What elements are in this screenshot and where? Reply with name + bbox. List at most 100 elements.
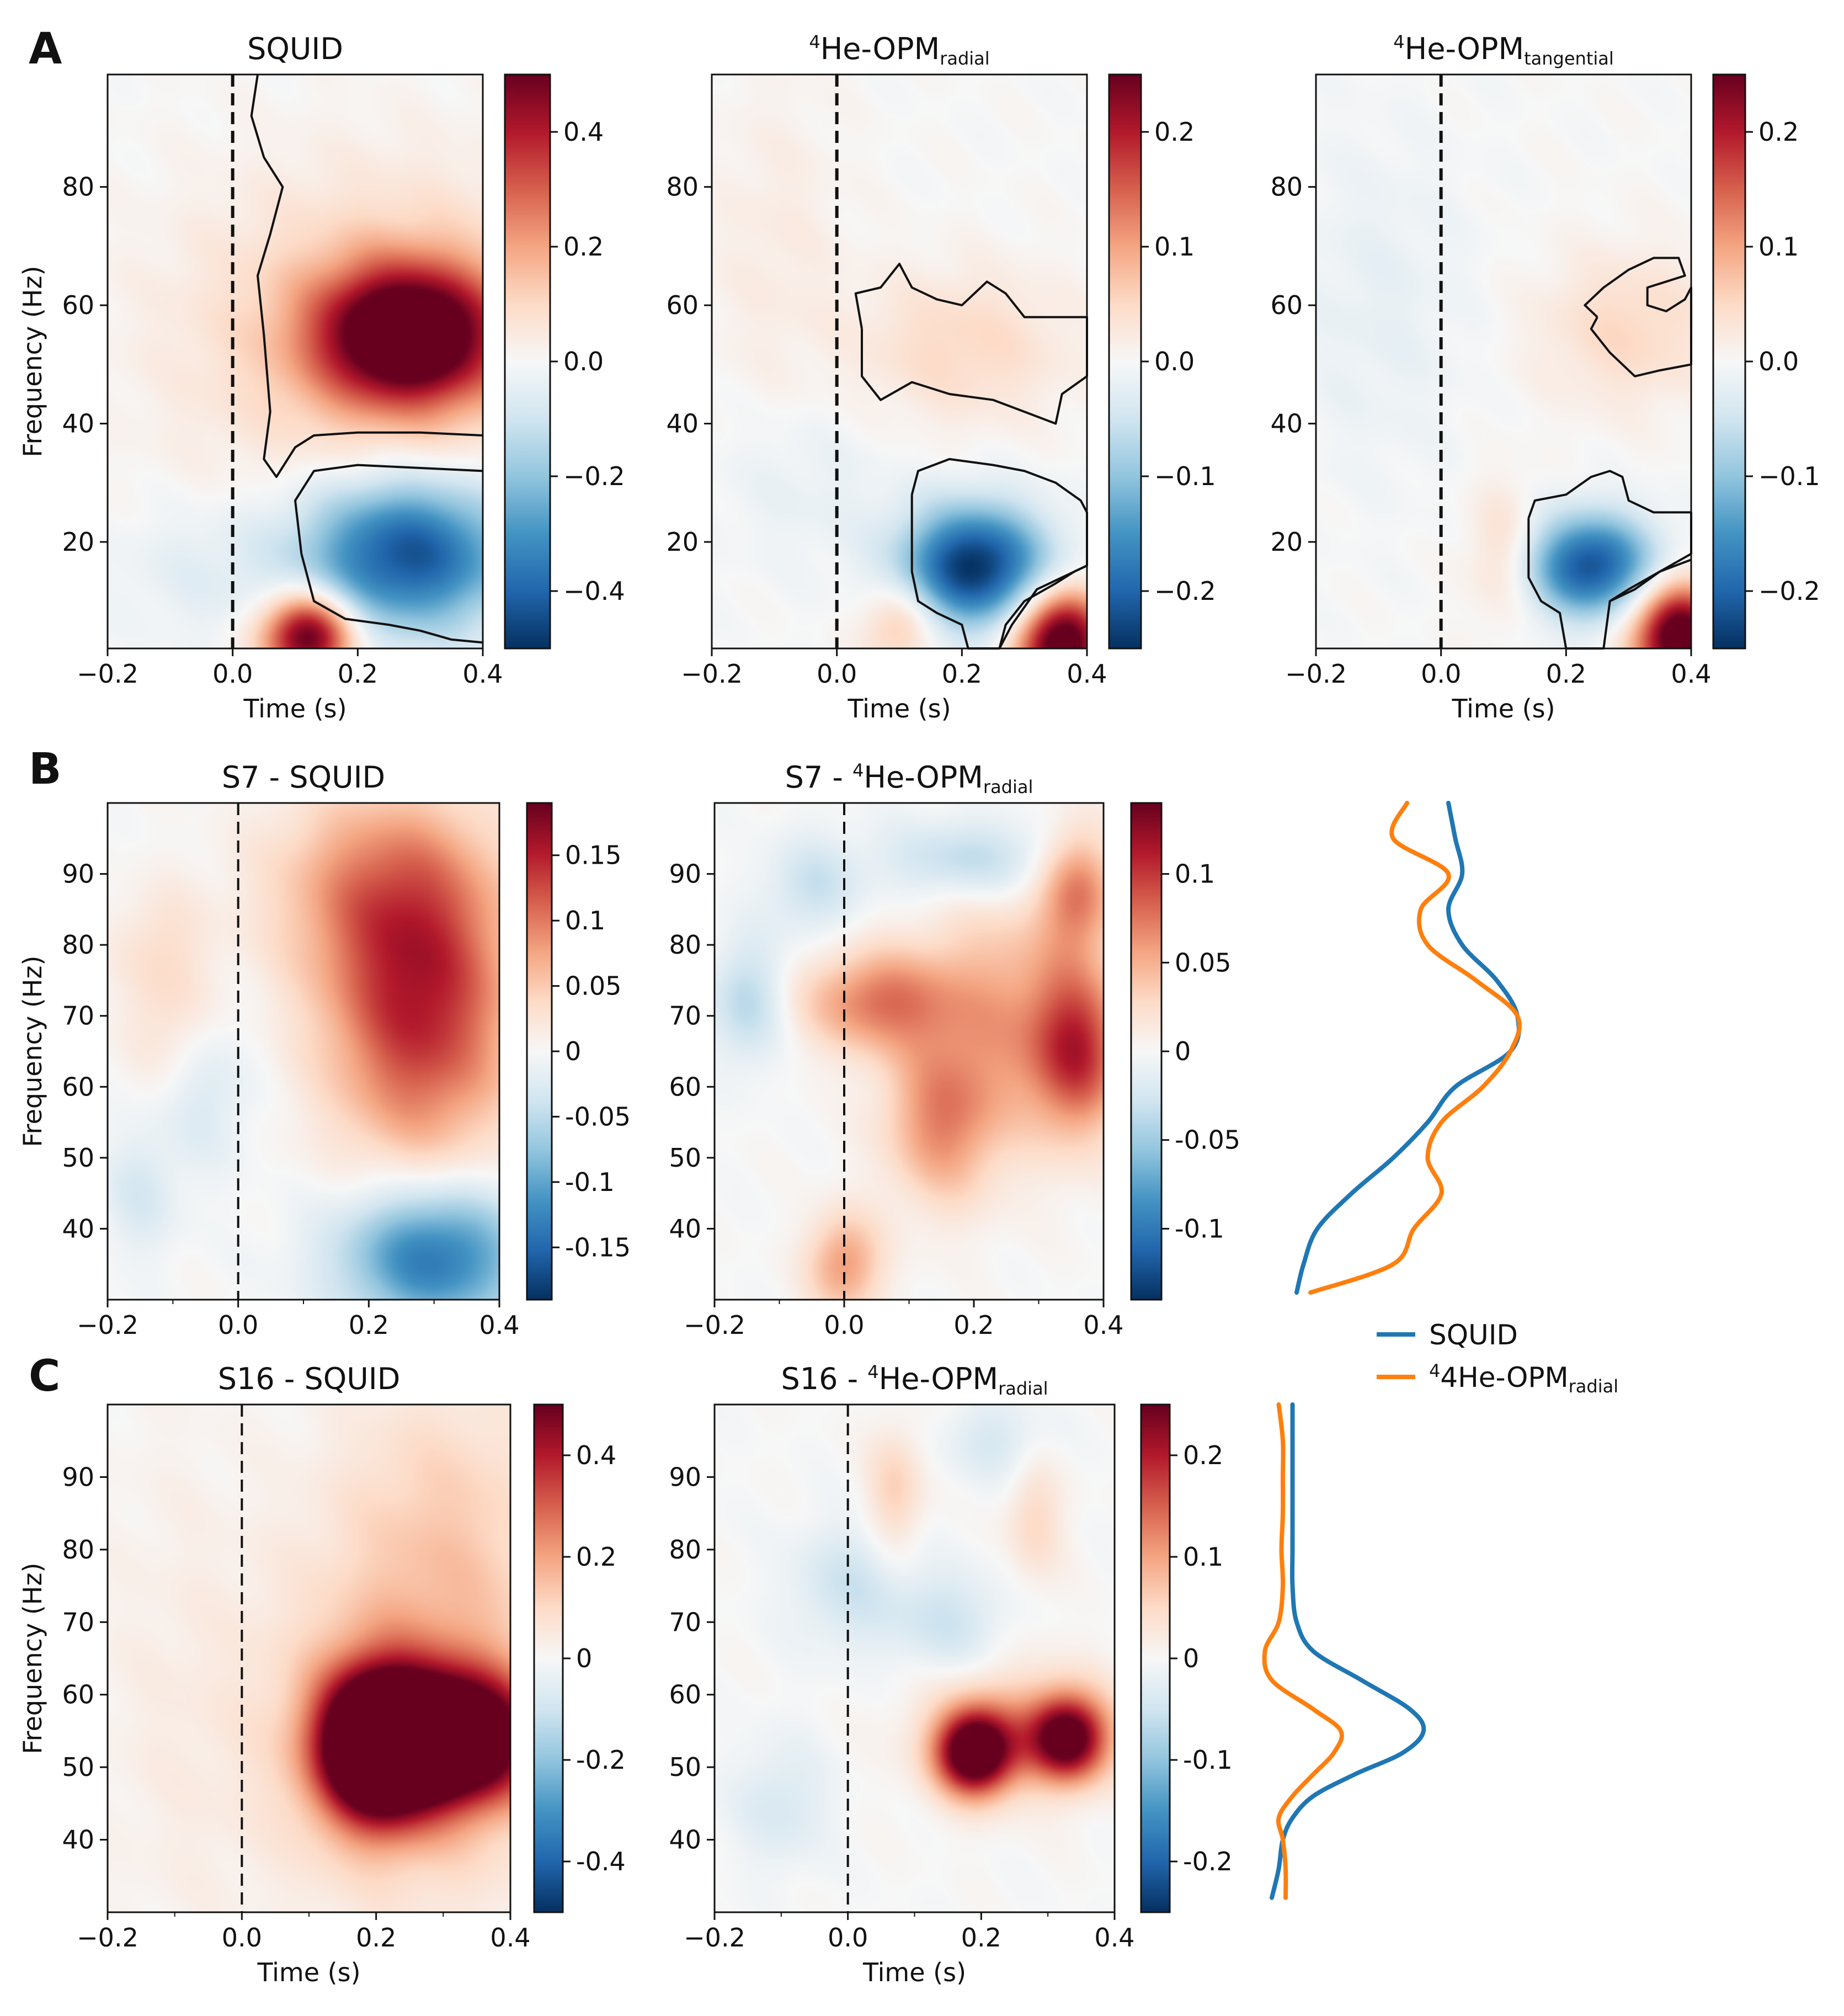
x-tick-label: 0.2 — [942, 659, 982, 689]
chart-c2: −0.2 0.0 0.2 0.4 40 50 60 70 80 90 Time (s) S16 - 4… — [669, 1361, 1232, 1987]
y-tick-label: 60 — [62, 1680, 94, 1710]
series-line-squid — [1294, 801, 1521, 1295]
chart-title: S7 - 4He-OPMradial — [785, 760, 1033, 797]
y-tick-label: 60 — [669, 1072, 701, 1102]
heatmap-image — [1316, 75, 1691, 648]
chart-title: 4He-OPMtangential — [1393, 31, 1614, 69]
heatmap-image — [108, 803, 499, 1300]
colorbar-tick-label: -0.1 — [1175, 1214, 1224, 1243]
x-tick-label: −0.2 — [681, 659, 743, 689]
colorbar-tick-label: 0.2 — [1183, 1440, 1223, 1470]
y-tick-label: 50 — [669, 1752, 701, 1782]
x-tick-label: 0.0 — [817, 659, 857, 689]
significance-contour — [1609, 558, 1692, 602]
panel-letter-b: B — [29, 744, 61, 794]
colorbar-tick-label: 0.1 — [1154, 232, 1195, 262]
x-axis-label: Time (s) — [847, 694, 951, 724]
x-tick-label: 0.2 — [338, 659, 378, 689]
y-tick-label: 90 — [62, 1462, 94, 1492]
y-tick-label: 50 — [669, 1143, 701, 1173]
x-tick-label: 0.2 — [961, 1923, 1001, 1953]
x-tick-label: 0.4 — [1083, 1310, 1123, 1340]
colorbar-tick-label: 0.0 — [1758, 347, 1799, 376]
series-line-squid — [1270, 1402, 1426, 1900]
colorbar-tick-label: -0.1 — [565, 1167, 615, 1197]
x-axis-label: Time (s) — [257, 1958, 360, 1987]
x-tick-label: 0.0 — [1421, 659, 1461, 689]
colorbar — [1108, 73, 1142, 650]
colorbar-tick-label: -0.1 — [1183, 1745, 1233, 1775]
panel-letter-c: C — [29, 1352, 60, 1401]
y-tick-label: 70 — [669, 1001, 701, 1031]
y-tick-label: 80 — [62, 1535, 94, 1565]
colorbar-tick-label: −0.1 — [1154, 461, 1216, 491]
x-tick-label: −0.2 — [77, 1923, 138, 1953]
colorbar-tick-label: 0.2 — [576, 1542, 616, 1572]
chart-title: S16 - SQUID — [218, 1361, 401, 1396]
chart-title: S16 - 4He-OPMradial — [781, 1361, 1048, 1399]
y-tick-label: 40 — [669, 1214, 701, 1243]
colorbar — [526, 802, 553, 1301]
y-tick-label: 80 — [669, 930, 701, 960]
chart-a3: −0.2 0.0 0.2 0.4 20 40 60 80 Time (s) 4He-OPMtang… — [1270, 31, 1820, 724]
x-tick-label: 0.4 — [1094, 1923, 1134, 1953]
plot-frame — [1315, 73, 1692, 650]
colorbar-tick-label: -0.2 — [1183, 1847, 1233, 1876]
y-axis-label: Frequency (Hz) — [18, 1563, 47, 1754]
panel-letter-a: A — [29, 24, 62, 74]
colorbar — [1130, 802, 1163, 1301]
chart-b2: −0.2 0.0 0.2 0.4 40 50 60 70 80 90 S7 - 4He-OPMrad… — [669, 760, 1240, 1340]
x-tick-label: 0.0 — [218, 1310, 258, 1340]
y-tick-label: 40 — [62, 1825, 94, 1855]
colorbar-tick-label: 0 — [576, 1643, 592, 1673]
x-tick-label: 0.0 — [212, 659, 253, 689]
colorbar-tick-label: 0.1 — [1183, 1542, 1223, 1572]
colorbar-tick-label: −0.2 — [1758, 576, 1820, 606]
colorbar — [533, 1403, 564, 1913]
y-tick-label: 90 — [669, 859, 701, 889]
y-tick-label: 80 — [62, 172, 94, 202]
colorbar-tick-label: 0.2 — [1758, 117, 1799, 147]
y-tick-label: 20 — [62, 527, 94, 557]
y-axis-label: Frequency (Hz) — [18, 956, 47, 1147]
y-tick-label: 50 — [62, 1752, 94, 1782]
y-tick-label: 70 — [62, 1607, 94, 1637]
colorbar-tick-label: 0 — [1183, 1643, 1199, 1673]
plot-frame — [106, 73, 484, 650]
y-tick-label: 40 — [62, 409, 94, 439]
plot-frame — [711, 73, 1088, 650]
y-tick-label: 20 — [1270, 527, 1303, 557]
significance-contour — [294, 464, 483, 644]
y-tick-label: 40 — [669, 1825, 701, 1855]
x-axis-label: Time (s) — [1451, 694, 1555, 724]
y-tick-label: 80 — [1270, 172, 1303, 202]
y-tick-label: 40 — [62, 1214, 94, 1243]
x-axis-label: Time (s) — [862, 1958, 966, 1987]
colorbar-tick-label: 0.0 — [563, 347, 604, 376]
colorbar-tick-label: 0.05 — [565, 971, 621, 1001]
y-tick-label: 60 — [62, 1072, 94, 1102]
legend-squid-label: SQUID — [1429, 1319, 1518, 1351]
significance-contour — [250, 74, 483, 478]
colorbar-tick-label: −0.1 — [1758, 461, 1820, 491]
colorbar-tick-label: 0.2 — [1154, 117, 1195, 147]
significance-contour — [910, 458, 1088, 650]
significance-contour — [998, 565, 1088, 649]
legend-opm-label: 44He-OPMradial — [1429, 1360, 1618, 1397]
x-tick-label: 0.4 — [479, 1310, 519, 1340]
colorbar-tick-label: −0.4 — [563, 576, 625, 606]
x-tick-label: −0.2 — [684, 1923, 745, 1953]
y-axis-label: Frequency (Hz) — [18, 266, 47, 458]
y-tick-label: 40 — [1270, 409, 1303, 439]
y-tick-label: 60 — [62, 290, 94, 320]
heatmap-image — [712, 75, 1087, 648]
significance-contour — [1584, 257, 1692, 377]
series-line-opm — [1308, 801, 1522, 1295]
y-tick-label: 70 — [62, 1001, 94, 1031]
colorbar-tick-label: -0.05 — [1175, 1125, 1240, 1155]
y-tick-label: 70 — [669, 1607, 701, 1637]
chart-title: S7 - SQUID — [222, 760, 385, 795]
x-tick-label: −0.2 — [77, 1310, 138, 1340]
colorbar-tick-label: -0.15 — [565, 1232, 631, 1262]
